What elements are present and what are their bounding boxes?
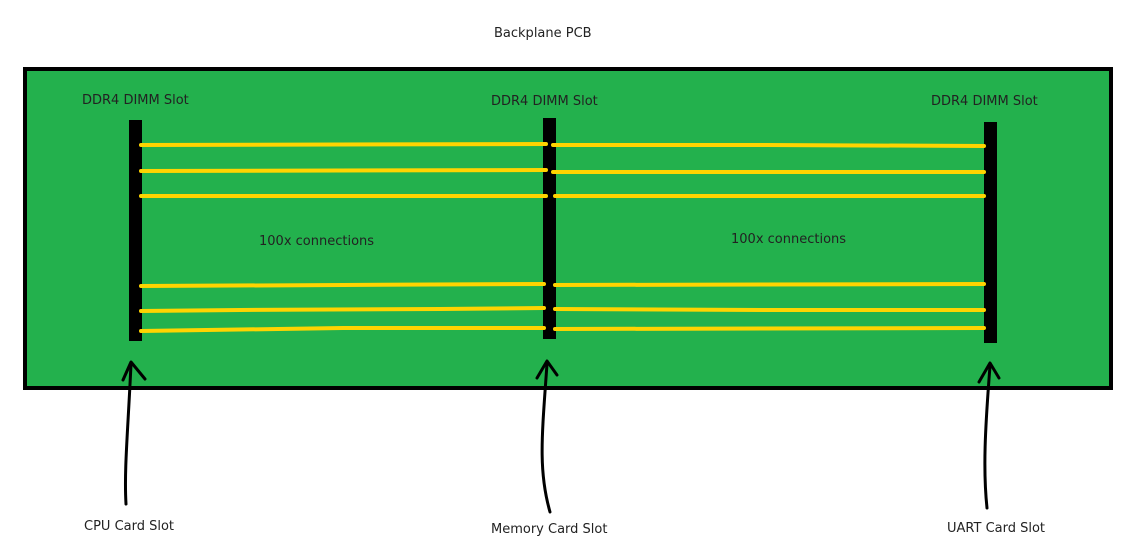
trace-right-5	[553, 307, 986, 312]
arrow-cpu	[121, 360, 147, 506]
dimm-slot-uart	[984, 122, 997, 343]
trace-group-right	[551, 143, 986, 331]
card-slot-label-cpu: CPU Card Slot	[84, 519, 174, 534]
dimm-slot-memory	[543, 118, 556, 339]
trace-left-1	[139, 142, 548, 147]
trace-left-6	[139, 326, 546, 333]
connection-count-right: 100x connections	[731, 232, 846, 247]
dimm-slot-label-uart: DDR4 DIMM Slot	[931, 94, 1038, 109]
diagram-title: Backplane PCB	[494, 26, 592, 41]
dimm-slot-cpu	[129, 120, 142, 341]
trace-right-4	[553, 282, 986, 287]
arrow-uart	[977, 361, 1001, 510]
card-slot-label-uart: UART Card Slot	[947, 521, 1045, 536]
arrow-memory	[535, 359, 559, 514]
trace-left-4	[139, 282, 546, 288]
trace-right-1	[551, 143, 986, 148]
dimm-slot-label-cpu: DDR4 DIMM Slot	[82, 93, 189, 108]
pcb-board	[23, 67, 1113, 390]
trace-left-5	[139, 306, 546, 313]
trace-group-left	[139, 142, 548, 333]
dimm-slot-label-memory: DDR4 DIMM Slot	[491, 94, 598, 109]
card-slot-label-memory: Memory Card Slot	[491, 522, 607, 537]
connection-count-left: 100x connections	[259, 234, 374, 249]
trace-right-6	[553, 326, 986, 331]
trace-left-2	[139, 168, 548, 173]
